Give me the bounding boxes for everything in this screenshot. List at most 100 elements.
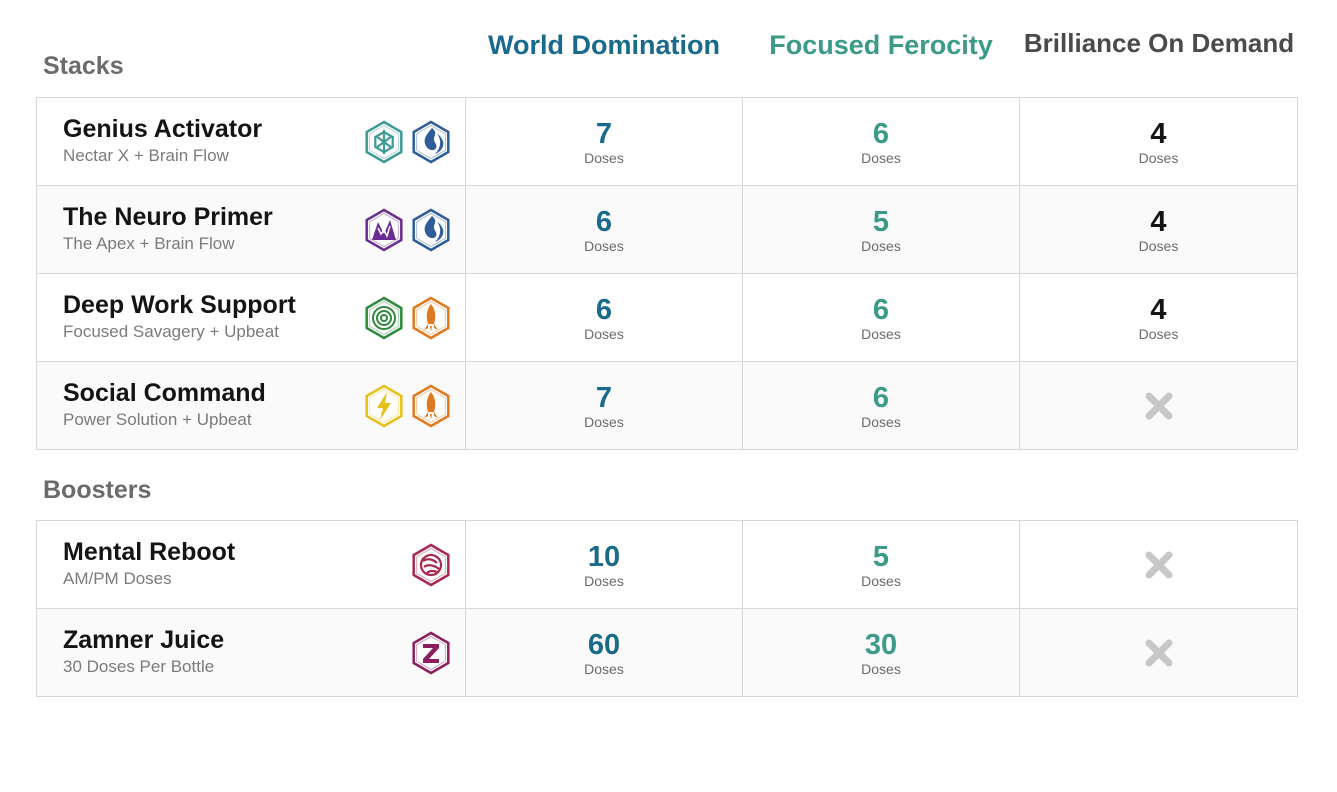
dose-count: 5	[872, 205, 890, 238]
dose-count: 6	[595, 205, 613, 238]
stacks-section-title: Stacks	[43, 52, 124, 80]
dose-cell: 6 Doses	[465, 273, 743, 362]
boosters-table: Mental Reboot AM/PM Doses 10 Doses 5 Doses Zam…	[36, 520, 1298, 697]
focused-savagery-icon	[365, 296, 403, 340]
product-icons	[362, 118, 453, 166]
boosters-section-title: Boosters	[43, 476, 152, 504]
dose-unit: Doses	[1138, 149, 1179, 166]
brain-flow-icon	[412, 208, 450, 252]
dose-unit: Doses	[861, 237, 901, 254]
dose-cell: 30 Doses	[742, 608, 1020, 697]
product-cell: Mental Reboot AM/PM Doses	[36, 520, 466, 609]
x-mark-icon	[1145, 639, 1172, 666]
product-row: Social Command Power Solution + Upbeat 7 Do…	[36, 361, 1298, 450]
x-mark-icon	[1145, 551, 1172, 578]
product-cell: Deep Work Support Focused Savagery + Upbe…	[36, 273, 466, 362]
dose-count: 4	[1150, 117, 1167, 150]
dose-cell: 6 Doses	[465, 185, 743, 274]
product-name: Social Command	[63, 379, 266, 407]
product-components: The Apex + Brain Flow	[63, 234, 235, 253]
dose-count: 4	[1150, 293, 1167, 326]
dose-count: 6	[872, 381, 890, 414]
apex-icon	[365, 208, 403, 252]
product-cell: Genius Activator Nectar X + Brain Flow	[36, 97, 466, 186]
dose-cell: 4 Doses	[1019, 185, 1298, 274]
dose-count: 6	[595, 293, 613, 326]
product-cell: Zamner Juice 30 Doses Per Bottle	[36, 608, 466, 697]
dose-cell: 6 Doses	[742, 97, 1020, 186]
brain-flow-icon	[412, 120, 450, 164]
product-name: Genius Activator	[63, 115, 263, 143]
column-header-focused-ferocity: Focused Ferocity	[769, 30, 993, 60]
x-mark-icon	[1145, 392, 1172, 419]
dose-count: 7	[595, 381, 613, 414]
dose-cell: 10 Doses	[465, 520, 743, 609]
dose-unit: Doses	[584, 325, 624, 342]
dose-cell	[1019, 520, 1298, 609]
product-cell: The Neuro Primer The Apex + Brain Flow	[36, 185, 466, 274]
dose-unit: Doses	[584, 237, 624, 254]
product-icons	[409, 629, 453, 677]
product-icons	[409, 541, 453, 589]
zamner-juice-icon	[412, 631, 450, 675]
product-components: Power Solution + Upbeat	[63, 410, 252, 429]
dose-cell: 5 Doses	[742, 185, 1020, 274]
product-row: Genius Activator Nectar X + Brain Flow 7 Do…	[36, 97, 1298, 186]
product-components: 30 Doses Per Bottle	[63, 657, 215, 676]
dose-unit: Doses	[1138, 237, 1179, 254]
stacks-table: Genius Activator Nectar X + Brain Flow 7 Do…	[36, 97, 1298, 450]
product-row: The Neuro Primer The Apex + Brain Flow 6 Do…	[36, 185, 1298, 274]
column-headers: World Domination Focused Ferocity Brilli…	[0, 0, 1337, 100]
dose-unit: Doses	[584, 413, 624, 430]
product-components: AM/PM Doses	[63, 569, 172, 588]
product-name: Deep Work Support	[63, 291, 296, 319]
column-header-brilliance-on-demand: Brilliance On Demand	[1023, 28, 1295, 58]
dose-count: 6	[872, 293, 890, 326]
dose-cell: 7 Doses	[465, 361, 743, 450]
dose-count: 6	[872, 117, 890, 150]
product-components: Nectar X + Brain Flow	[63, 146, 229, 165]
dose-cell: 6 Doses	[742, 361, 1020, 450]
product-icons	[362, 294, 453, 342]
dose-unit: Doses	[861, 149, 901, 166]
product-icons	[362, 382, 453, 430]
dose-cell	[1019, 361, 1298, 450]
dose-unit: Doses	[584, 149, 624, 166]
dose-unit: Doses	[861, 325, 901, 342]
nectar-x-icon	[365, 120, 403, 164]
power-solution-icon	[365, 384, 403, 428]
dose-unit: Doses	[861, 572, 901, 589]
product-row: Deep Work Support Focused Savagery + Upbe…	[36, 273, 1298, 362]
product-row: Mental Reboot AM/PM Doses 10 Doses 5 Doses	[36, 520, 1298, 609]
dose-cell: 60 Doses	[465, 608, 743, 697]
dose-count: 10	[587, 540, 621, 573]
dose-unit: Doses	[1138, 325, 1179, 342]
dose-unit: Doses	[584, 660, 624, 677]
dose-cell: 4 Doses	[1019, 97, 1298, 186]
product-row: Zamner Juice 30 Doses Per Bottle 60 Doses 30…	[36, 608, 1298, 697]
dose-count: 30	[864, 628, 898, 661]
product-components: Focused Savagery + Upbeat	[63, 322, 279, 341]
product-icons	[362, 206, 453, 254]
dose-cell	[1019, 608, 1298, 697]
dose-unit: Doses	[584, 572, 624, 589]
mental-reboot-icon	[412, 543, 450, 587]
upbeat-icon	[412, 384, 450, 428]
dose-count: 7	[595, 117, 613, 150]
dose-cell: 6 Doses	[742, 273, 1020, 362]
dose-unit: Doses	[861, 660, 901, 677]
dose-unit: Doses	[861, 413, 901, 430]
column-header-world-domination: World Domination	[488, 30, 720, 60]
dose-count: 4	[1150, 205, 1167, 238]
product-name: Zamner Juice	[63, 626, 225, 654]
dose-count: 5	[872, 540, 890, 573]
upbeat-icon	[412, 296, 450, 340]
product-name: Mental Reboot	[63, 538, 236, 566]
dose-count: 60	[587, 628, 621, 661]
dose-cell: 4 Doses	[1019, 273, 1298, 362]
dose-cell: 7 Doses	[465, 97, 743, 186]
product-name: The Neuro Primer	[63, 203, 273, 231]
product-cell: Social Command Power Solution + Upbeat	[36, 361, 466, 450]
dose-cell: 5 Doses	[742, 520, 1020, 609]
